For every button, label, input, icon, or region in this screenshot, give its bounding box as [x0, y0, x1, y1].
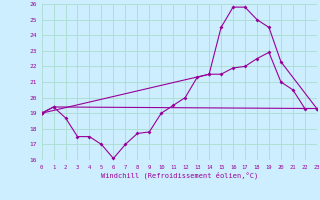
X-axis label: Windchill (Refroidissement éolien,°C): Windchill (Refroidissement éolien,°C) [100, 171, 258, 179]
